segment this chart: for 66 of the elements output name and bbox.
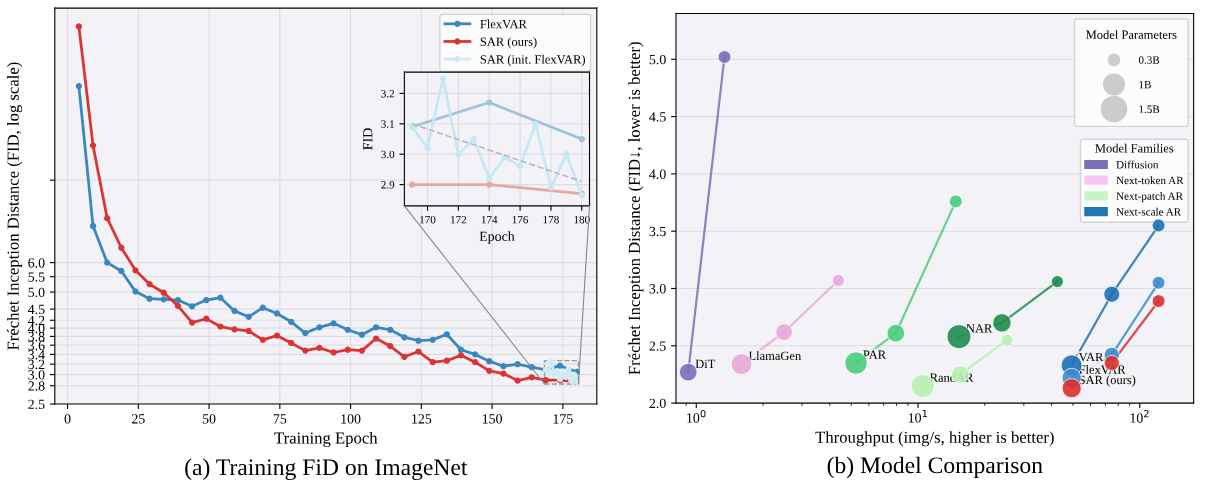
legend-label: Next-token AR <box>1116 176 1184 185</box>
legend-label: 1B <box>1139 80 1151 89</box>
legend-label: Next-scale AR <box>1116 207 1182 216</box>
legend-label: SAR (ours) <box>480 37 537 49</box>
annotation: Model Parameters <box>1086 30 1177 39</box>
x-tick-label: 170 <box>420 215 436 224</box>
x-tick-label: 100 <box>341 414 361 424</box>
y-tick-label: 3.5 <box>649 226 666 237</box>
y-tick-label: 2.9 <box>381 181 395 189</box>
y-tick-label: 2.5 <box>28 399 45 410</box>
series-label: SAR (ours) <box>1079 375 1136 387</box>
x-tick-label: 0 <box>64 414 71 424</box>
legend-label: FlexVAR <box>480 19 527 29</box>
y-tick-label: 3.1 <box>381 120 394 128</box>
x-tick-label: 10$^{1}$ <box>908 409 927 423</box>
legend-label: Diffusion <box>1116 160 1159 169</box>
y-tick-label: 3.0 <box>381 150 395 159</box>
y-tick-label: 3.2 <box>28 359 45 370</box>
x-tick-label: 75 <box>273 414 287 424</box>
y-axis-title: Fréchet Inception Distance (FID, log scale) <box>6 62 23 351</box>
x-tick-label: 10$^{2}$ <box>1130 409 1149 423</box>
series-label: DiT <box>695 359 716 368</box>
y-tick-label: 6.0 <box>28 258 45 268</box>
series-label: PAR <box>863 350 887 359</box>
x-tick-label: 178 <box>543 215 559 224</box>
y-tick-label: 4.5 <box>649 112 666 122</box>
legend-label: 1.5B <box>1139 105 1160 114</box>
legend-label: SAR (init. FlexVAR) <box>480 54 586 67</box>
x-tick-label: 10$^{0}$ <box>687 409 706 423</box>
series-label: LlamaGen <box>748 351 802 361</box>
y-tick-label: 3.2 <box>381 89 395 98</box>
y-tick-label: 4.5 <box>28 304 45 315</box>
x-tick-label: 125 <box>412 414 432 424</box>
y-tick-label: 3.0 <box>28 370 45 380</box>
y-tick-label: 2.5 <box>649 341 666 351</box>
y-axis-title: Fréchet Inception Distance (FID↓, lower is better) <box>628 42 644 375</box>
y-tick-label: 2.0 <box>649 398 666 409</box>
x-tick-label: 174 <box>481 215 498 224</box>
legend-label: 0.3B <box>1138 56 1160 64</box>
x-tick-label: 180 <box>574 215 590 224</box>
y-axis-title: FID <box>363 128 373 150</box>
x-axis-title: Epoch <box>479 231 515 244</box>
x-tick-label: 172 <box>451 215 467 224</box>
series-label: NAR <box>966 324 993 333</box>
y-tick-label: 3.6 <box>28 340 45 351</box>
y-tick-label: 3.4 <box>28 350 45 360</box>
y-tick-label: 3.8 <box>28 332 45 342</box>
series-label: FlexVAR <box>1078 365 1126 374</box>
legend-label: Next-patch AR <box>1116 192 1183 203</box>
x-axis-title: Throughput (img/s, higher is better) <box>815 431 1054 447</box>
x-axis-title: Training Epoch <box>274 431 378 448</box>
text: (b) Model Comparison <box>827 456 1043 479</box>
x-tick-label: 175 <box>553 414 573 424</box>
x-tick-label: 50 <box>202 414 216 424</box>
y-tick-label: 5.0 <box>649 54 666 65</box>
y-tick-label: 2.8 <box>28 381 45 391</box>
y-tick-label: 3.0 <box>649 284 666 294</box>
text: (a) Training FiD on ImageNet <box>185 458 468 481</box>
x-tick-label: 25 <box>131 414 145 424</box>
series-label: VAR <box>1078 352 1104 362</box>
y-tick-label: 4.0 <box>649 169 666 179</box>
y-tick-label: 5.0 <box>28 287 45 298</box>
legend-title: Model Families <box>1095 143 1174 153</box>
x-tick-label: 150 <box>482 414 502 424</box>
y-tick-label: 5.5 <box>28 272 45 282</box>
x-tick-label: 176 <box>512 215 529 224</box>
